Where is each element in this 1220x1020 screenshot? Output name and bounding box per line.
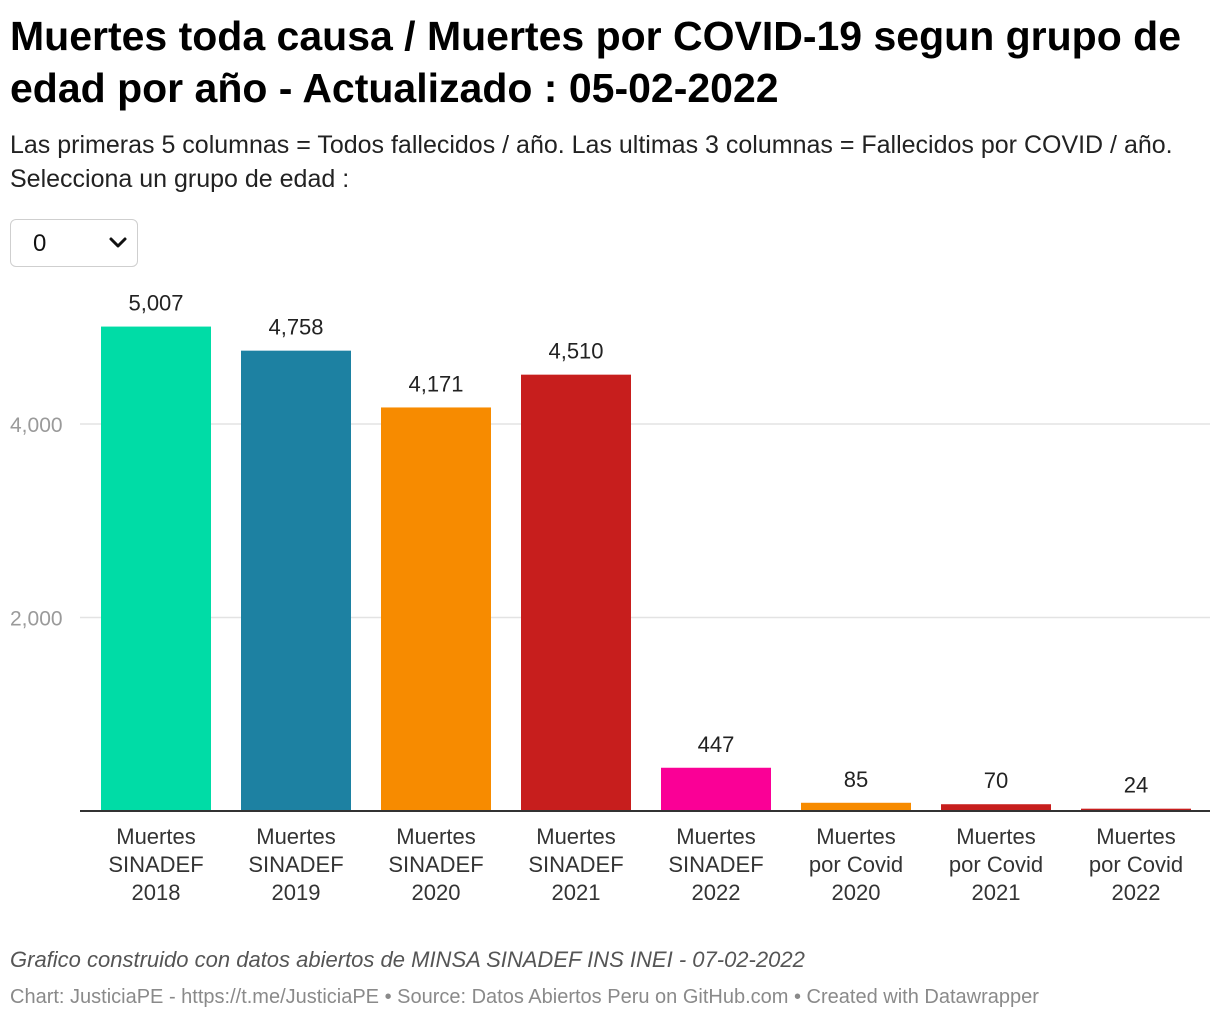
x-tick-label-line: Muertes bbox=[1096, 824, 1175, 849]
x-tick-label-line: Muertes bbox=[536, 824, 615, 849]
bar bbox=[941, 804, 1051, 811]
bar bbox=[801, 802, 911, 811]
chart-notes: Grafico construido con datos abiertos de… bbox=[10, 947, 805, 972]
bar bbox=[101, 326, 211, 811]
bar bbox=[1081, 808, 1191, 811]
chart-title: Muertes toda causa / Muertes por COVID-1… bbox=[10, 13, 1182, 111]
x-tick-label-line: 2022 bbox=[1112, 880, 1161, 905]
x-tick-label-line: 2021 bbox=[552, 880, 601, 905]
bar bbox=[521, 374, 631, 811]
bar-value-label: 5,007 bbox=[128, 291, 183, 316]
x-tick-label: Muertes por Covid 2020 bbox=[809, 824, 903, 905]
x-tick-label-line: Muertes bbox=[816, 824, 895, 849]
bar-value-label: 447 bbox=[698, 732, 735, 757]
chevron-down-icon bbox=[109, 237, 127, 248]
x-tick-label-line: 2020 bbox=[412, 880, 461, 905]
chart-credit: Chart: JusticiaPE - https://t.me/Justici… bbox=[10, 986, 1039, 1008]
x-tick-label-line: SINADEF bbox=[108, 852, 203, 877]
x-tick-label-line: 2022 bbox=[692, 880, 741, 905]
x-tick-label-line: Muertes bbox=[396, 824, 475, 849]
x-tick-label-line: por Covid bbox=[1089, 852, 1183, 877]
x-tick-label-line: 2019 bbox=[272, 880, 321, 905]
bar bbox=[241, 350, 351, 811]
bar-value-label: 70 bbox=[984, 768, 1008, 793]
x-tick-label: Muertes SINADEF 2021 bbox=[528, 824, 623, 905]
x-tick-label: Muertes SINADEF 2022 bbox=[668, 824, 763, 905]
bar bbox=[381, 407, 491, 811]
x-tick-label-line: SINADEF bbox=[528, 852, 623, 877]
x-tick-label-line: Muertes bbox=[676, 824, 755, 849]
x-tick-label-line: 2021 bbox=[972, 880, 1021, 905]
y-tick-label: 4,000 bbox=[10, 414, 63, 437]
bar-value-label: 24 bbox=[1124, 773, 1148, 798]
bar-value-label: 4,171 bbox=[408, 371, 463, 396]
x-tick-label-line: Muertes bbox=[956, 824, 1035, 849]
age-group-select[interactable]: 0 bbox=[10, 219, 138, 267]
y-tick-label: 2,000 bbox=[10, 608, 63, 631]
x-tick-label-line: por Covid bbox=[949, 852, 1043, 877]
x-tick-label-line: 2018 bbox=[132, 880, 181, 905]
x-tick-label-line: Muertes bbox=[116, 824, 195, 849]
x-tick-label: Muertes por Covid 2021 bbox=[949, 824, 1043, 905]
x-tick-label-line: 2020 bbox=[832, 880, 881, 905]
bar-value-label: 4,758 bbox=[268, 315, 323, 340]
chart-subtitle: Las primeras 5 columnas = Todos fallecid… bbox=[10, 131, 1173, 193]
bar-value-label: 85 bbox=[844, 767, 868, 792]
bar-chart: 2,000 4,000 5,007 Muertes SINADEF 2018 4,758 Mu… bbox=[10, 291, 1210, 905]
x-tick-label-line: SINADEF bbox=[248, 852, 343, 877]
bar-value-label: 4,510 bbox=[548, 339, 603, 364]
age-group-selected-value: 0 bbox=[33, 230, 47, 257]
x-tick-label-line: por Covid bbox=[809, 852, 903, 877]
x-tick-label: Muertes SINADEF 2020 bbox=[388, 824, 483, 905]
x-tick-label-line: SINADEF bbox=[388, 852, 483, 877]
x-tick-label: Muertes SINADEF 2019 bbox=[248, 824, 343, 905]
x-tick-label-line: Muertes bbox=[256, 824, 335, 849]
bar bbox=[661, 767, 771, 811]
x-tick-label-line: SINADEF bbox=[668, 852, 763, 877]
x-tick-label: Muertes SINADEF 2018 bbox=[108, 824, 203, 905]
x-tick-label: Muertes por Covid 2022 bbox=[1089, 824, 1183, 905]
